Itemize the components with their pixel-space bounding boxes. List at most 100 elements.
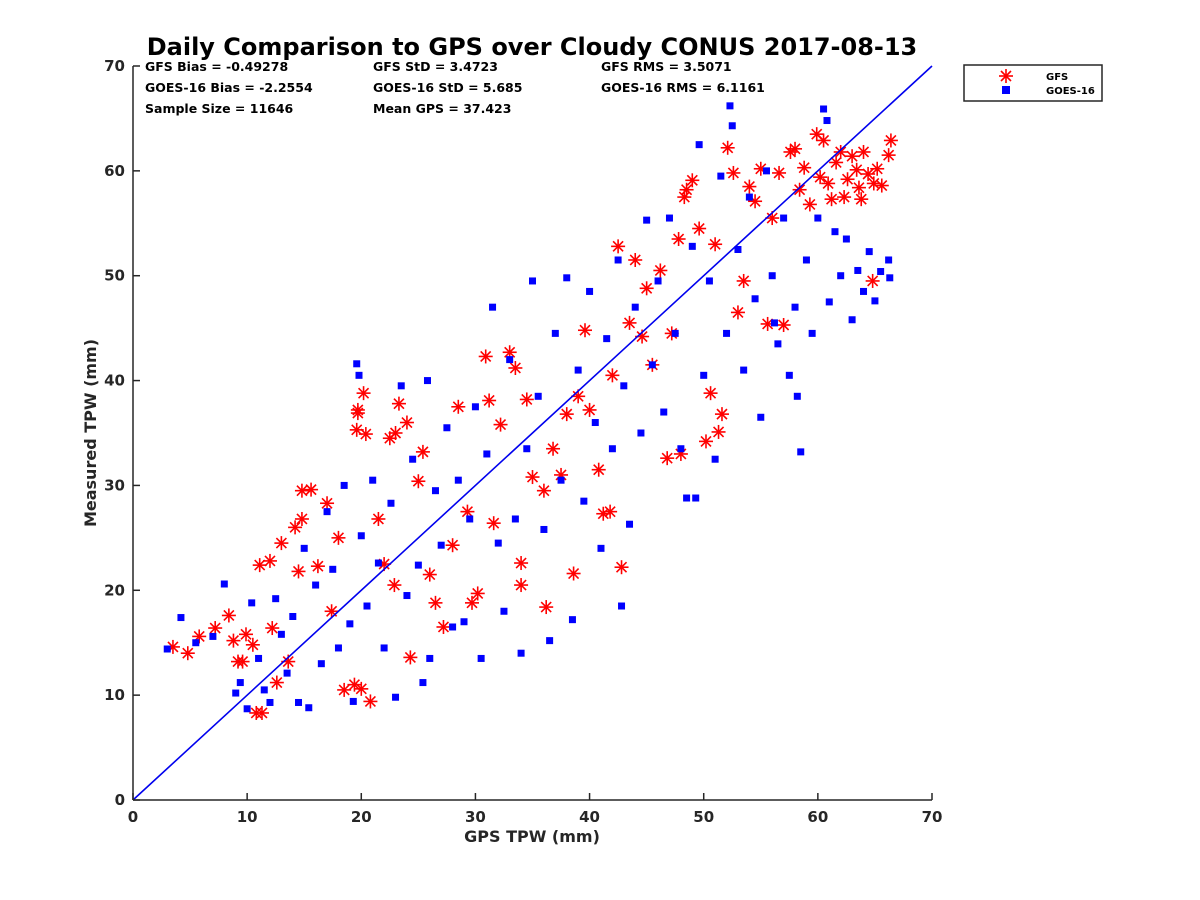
goes16-point	[618, 602, 626, 610]
x-tick-label: 70	[922, 808, 943, 826]
gfs-point	[760, 316, 775, 331]
gfs-point	[714, 407, 729, 422]
gfs-point	[478, 349, 493, 364]
goes16-point	[534, 392, 542, 400]
x-tick-label: 0	[128, 808, 138, 826]
gfs-point	[320, 496, 335, 511]
goes16-point	[785, 371, 793, 379]
goes16-point	[717, 172, 725, 180]
gfs-point	[628, 252, 643, 267]
goes16-point	[477, 654, 485, 662]
goes16-point	[734, 246, 742, 253]
goes16-point	[825, 298, 833, 306]
gfs-point	[536, 483, 551, 498]
stat-goes-bias: GOES-16 Bias = -2.2554	[145, 80, 313, 95]
gfs-point	[874, 178, 889, 193]
gfs-point	[451, 399, 466, 414]
gfs-point	[726, 165, 741, 180]
y-tick-label: 10	[104, 686, 125, 704]
goes16-point	[437, 541, 445, 549]
gfs-point	[837, 190, 852, 205]
gfs-point	[304, 482, 319, 497]
goes16-point	[568, 616, 576, 624]
goes16-point	[848, 316, 856, 324]
goes16-point	[209, 632, 217, 640]
goes16-point	[793, 392, 801, 400]
goes16-point	[837, 272, 845, 280]
series-gfs	[165, 127, 898, 720]
goes16-point	[363, 602, 371, 610]
goes16-point	[409, 455, 417, 463]
gfs-point	[358, 427, 373, 442]
goes16-point	[886, 274, 894, 282]
y-axis-label: Measured TPW (mm)	[81, 339, 100, 527]
goes16-point	[500, 607, 508, 615]
gfs-point	[539, 600, 554, 615]
goes16-point	[177, 614, 185, 622]
reference-line	[132, 65, 933, 801]
goes16-point	[683, 494, 691, 502]
gfs-point	[349, 422, 364, 437]
gfs-point	[422, 567, 437, 582]
gfs-point	[603, 504, 618, 519]
goes16-point	[823, 117, 831, 125]
legend-goes-label: GOES-16	[1046, 86, 1095, 97]
goes16-point	[688, 242, 696, 250]
stat-gfs-bias: GFS Bias = -0.49278	[145, 59, 288, 74]
x-ticks: 0 10 20 30 40 50 60 70	[128, 793, 943, 826]
goes16-point	[820, 105, 828, 113]
goes16-point	[842, 235, 850, 243]
stat-gfs-std: GFS StD = 3.4723	[373, 59, 498, 74]
y-tick-label: 60	[104, 162, 125, 180]
goes16-point	[517, 649, 525, 657]
goes16-point	[300, 544, 308, 552]
gfs-point	[813, 170, 828, 185]
gfs-point	[788, 141, 803, 156]
gfs-point	[208, 621, 223, 636]
gfs-point	[331, 530, 346, 545]
gfs-point	[502, 345, 517, 360]
goes16-point	[403, 592, 411, 600]
goes16-point	[626, 520, 634, 528]
gfs-point	[288, 520, 303, 535]
gfs-point	[708, 237, 723, 252]
goes16-point	[711, 455, 719, 463]
goes16-point	[483, 450, 491, 458]
goes16-point	[272, 595, 280, 603]
gfs-point	[829, 155, 844, 170]
gfs-point	[415, 444, 430, 459]
goes16-point	[603, 335, 611, 343]
goes16-point	[414, 561, 422, 569]
gfs-point	[622, 315, 637, 330]
stat-goes-std: GOES-16 StD = 5.685	[373, 80, 522, 95]
y-tick-label: 50	[104, 267, 125, 285]
gfs-point	[677, 190, 692, 205]
gfs-point	[428, 595, 443, 610]
goes16-point	[443, 424, 451, 432]
gfs-point	[245, 637, 260, 652]
gfs-point	[356, 386, 371, 401]
goes16-point	[705, 277, 713, 285]
goes16-point	[814, 214, 822, 222]
goes16-point	[397, 382, 405, 390]
goes16-point	[523, 445, 531, 453]
gfs-point	[387, 578, 402, 593]
gfs-point	[703, 386, 718, 401]
goes16-point	[266, 698, 274, 706]
goes16-point	[192, 639, 200, 647]
gfs-point	[730, 305, 745, 320]
goes16-point	[305, 704, 313, 712]
goes16-point	[243, 705, 251, 713]
gfs-point	[274, 536, 289, 551]
gfs-point	[698, 434, 713, 449]
gfs-point	[802, 197, 817, 212]
gfs-point	[235, 654, 250, 669]
gfs-point	[578, 323, 593, 338]
goes16-point	[466, 515, 474, 523]
goes16-point	[614, 256, 622, 264]
goes16-point	[220, 580, 228, 588]
gfs-point	[851, 180, 866, 195]
goes16-point	[768, 272, 776, 280]
gfs-point	[653, 263, 668, 278]
